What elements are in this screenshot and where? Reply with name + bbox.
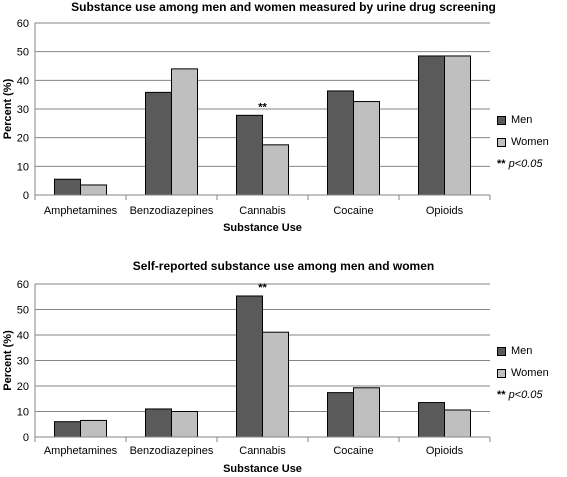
x-tick-label: Cannabis [239, 445, 286, 457]
y-axis-label: Percent (%) [2, 330, 14, 391]
bar-women-amphetamines [80, 419, 107, 438]
y-tick-label: 40 [17, 75, 29, 87]
legend: Men Women ** p<0.05 [497, 109, 549, 175]
x-tick-label: Opioids [426, 205, 464, 217]
significance-annotation: ** [258, 101, 267, 113]
y-tick-label: 10 [17, 161, 29, 173]
x-axis-label: Substance Use [223, 222, 302, 234]
legend-swatch-men [497, 346, 506, 356]
y-axis-label: Percent (%) [2, 78, 14, 139]
legend-label-women: Women [511, 136, 549, 148]
significance-text: p<0.05 [508, 389, 543, 401]
legend-swatch-men [497, 115, 506, 125]
bar-men-cocaine [327, 392, 354, 438]
chart-plot-area: 0 10 20 30 40 50 60 Amphetamines Benzodiazepines… [2, 279, 491, 475]
bar-women-cannabis [262, 331, 289, 438]
bar-men-cannabis [236, 295, 263, 438]
y-tick-label: 0 [23, 190, 29, 202]
legend-label-men: Men [511, 114, 533, 126]
y-tick-label: 20 [17, 133, 29, 145]
significance-stars: ** [497, 158, 506, 170]
legend-item-women: Women [497, 131, 549, 153]
y-tick-label: 50 [17, 47, 29, 59]
bar-women-benzodiazepines [171, 68, 198, 196]
x-tick-label: Benzodiazepines [130, 205, 214, 217]
y-tick-label: 40 [17, 330, 29, 342]
legend-significance-note: ** p<0.05 [497, 153, 549, 175]
self-report-chart: Self-reported substance use among men an… [0, 252, 567, 477]
bar-women-opioids [444, 409, 471, 438]
bar-men-cocaine [327, 90, 354, 196]
urine-screening-chart: Substance use among men and women measur… [2, 0, 549, 234]
y-tick-label: 30 [17, 104, 29, 116]
bar-men-amphetamines [54, 421, 81, 438]
legend-label-men: Men [511, 345, 533, 357]
y-tick-label: 0 [23, 432, 29, 444]
x-tick-label: Opioids [426, 445, 464, 457]
legend-item-women: Women [497, 362, 549, 384]
bar-men-cannabis [236, 114, 263, 196]
x-tick-label: Amphetamines [44, 445, 118, 457]
legend-significance-note: ** p<0.05 [497, 384, 549, 406]
chart-title: Self-reported substance use among men an… [132, 259, 435, 273]
bar-men-opioids [418, 402, 445, 438]
bar-women-benzodiazepines [171, 411, 198, 438]
bar-women-cocaine [353, 101, 380, 196]
x-tick-label: Cannabis [239, 205, 286, 217]
bar-men-benzodiazepines [145, 408, 172, 438]
y-tick-label: 60 [17, 18, 29, 30]
y-tick-label: 50 [17, 305, 29, 317]
significance-stars: ** [497, 389, 506, 401]
bar-women-cannabis [262, 144, 289, 196]
y-tick-label: 20 [17, 381, 29, 393]
x-tick-label: Cocaine [333, 205, 373, 217]
y-tick-label: 10 [17, 407, 29, 419]
chart-title: Substance use among men and women measur… [71, 0, 496, 14]
significance-text: p<0.05 [508, 158, 543, 170]
legend-item-men: Men [497, 109, 549, 131]
y-tick-label: 60 [17, 279, 29, 291]
bar-women-cocaine [353, 387, 380, 438]
bar-women-amphetamines [80, 184, 107, 196]
legend-swatch-women [497, 137, 506, 147]
bar-men-amphetamines [54, 178, 81, 196]
chart-plot-area: 0 10 20 30 40 50 60 Amphetamines Benzodiazepines… [2, 18, 491, 234]
x-tick-label: Benzodiazepines [130, 445, 214, 457]
bar-men-opioids [418, 55, 445, 196]
legend-item-men: Men [497, 340, 549, 362]
legend: Men Women ** p<0.05 [497, 340, 549, 406]
x-tick-label: Amphetamines [44, 205, 118, 217]
legend-label-women: Women [511, 367, 549, 379]
y-tick-label: 30 [17, 356, 29, 368]
x-axis-label: Substance Use [223, 463, 302, 475]
legend-swatch-women [497, 368, 506, 378]
significance-annotation: ** [258, 282, 267, 294]
bar-men-benzodiazepines [145, 91, 172, 196]
x-tick-label: Cocaine [333, 445, 373, 457]
bar-women-opioids [444, 55, 471, 196]
